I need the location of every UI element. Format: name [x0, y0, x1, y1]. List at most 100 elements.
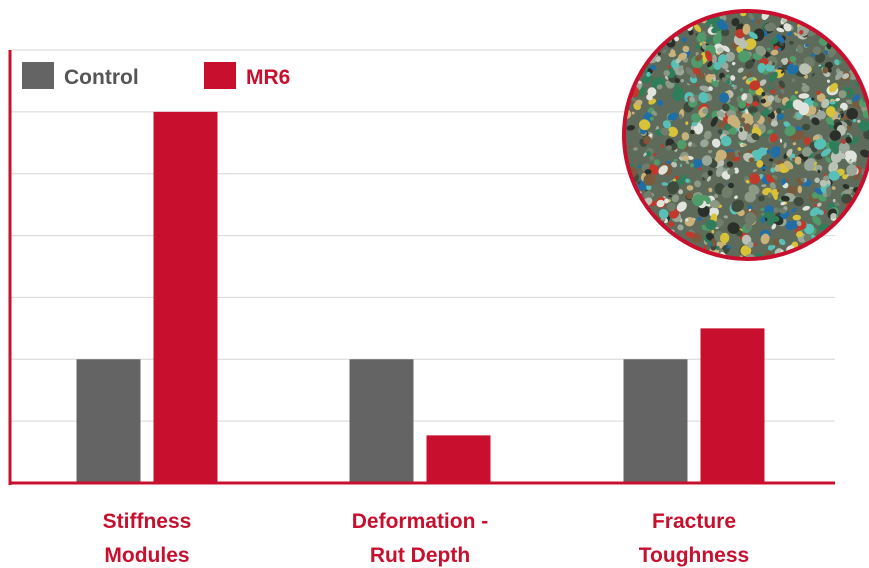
granule — [711, 79, 719, 88]
granule — [789, 55, 797, 63]
granule — [778, 238, 786, 246]
granule — [814, 177, 820, 183]
granule — [760, 233, 770, 245]
granule — [814, 153, 824, 160]
granule — [678, 189, 684, 195]
granule — [777, 47, 782, 52]
granule — [745, 179, 750, 184]
granule — [767, 192, 772, 199]
granule — [758, 195, 765, 202]
granule — [752, 169, 757, 172]
granule — [803, 137, 812, 146]
granule — [829, 130, 841, 141]
granule — [761, 184, 767, 188]
granule — [771, 216, 780, 222]
granule — [711, 27, 718, 34]
granule — [776, 27, 785, 33]
granule — [665, 160, 672, 164]
granule — [757, 63, 766, 71]
granule — [780, 70, 784, 74]
granule — [794, 91, 799, 94]
granule — [834, 201, 840, 207]
granule — [860, 149, 869, 158]
granule — [716, 245, 720, 251]
granule — [846, 164, 858, 176]
granule — [656, 199, 665, 208]
granule — [697, 72, 706, 80]
granule — [712, 76, 716, 82]
granule — [814, 52, 826, 63]
granule — [707, 149, 713, 154]
granule — [816, 110, 827, 120]
bar-mr6-deformation-rut-depth — [426, 435, 491, 483]
granule — [720, 135, 732, 147]
granule — [756, 160, 764, 168]
granule — [761, 213, 765, 216]
granule — [847, 90, 851, 95]
granule — [685, 231, 696, 238]
granule — [631, 111, 635, 115]
gridlines — [10, 49, 835, 422]
granule — [771, 244, 776, 249]
granule — [759, 79, 767, 87]
granule — [698, 167, 702, 170]
granule — [752, 111, 761, 123]
granule — [765, 63, 775, 72]
granule — [799, 63, 811, 75]
granule — [685, 178, 690, 183]
granule — [667, 112, 679, 121]
granule — [793, 129, 805, 140]
granule — [814, 138, 827, 150]
granule — [677, 52, 688, 61]
granule — [668, 221, 675, 228]
granule — [795, 126, 803, 131]
granule — [766, 129, 774, 134]
granule — [708, 207, 719, 218]
granule — [839, 110, 844, 113]
granule — [696, 84, 699, 87]
granule — [717, 120, 725, 128]
granule — [828, 170, 840, 181]
granule — [663, 70, 670, 77]
granule — [721, 103, 730, 112]
granule — [635, 99, 643, 106]
granule — [748, 77, 754, 82]
granule — [678, 113, 683, 119]
granule — [731, 61, 736, 66]
granule — [818, 64, 822, 67]
granule — [646, 71, 651, 77]
granule — [763, 211, 775, 218]
granule — [776, 108, 782, 114]
granule — [802, 123, 811, 131]
granule — [715, 166, 724, 177]
granule — [780, 58, 789, 64]
granule — [828, 82, 838, 93]
granule — [716, 47, 724, 53]
granule — [793, 196, 804, 207]
granule — [811, 191, 819, 199]
granule — [717, 129, 723, 135]
granule — [762, 133, 767, 138]
granule — [771, 223, 777, 230]
granule — [842, 73, 850, 80]
granule — [674, 36, 679, 42]
granule — [649, 116, 654, 121]
granule — [820, 148, 832, 157]
granule — [643, 135, 651, 143]
granule — [691, 121, 698, 127]
granule — [738, 39, 748, 49]
granule — [819, 179, 828, 187]
granule — [741, 143, 747, 147]
granule — [716, 110, 726, 118]
granule — [682, 155, 690, 162]
granule — [776, 112, 784, 121]
granule — [744, 59, 754, 70]
granule — [768, 86, 772, 91]
granule — [701, 42, 707, 50]
granule — [811, 117, 820, 126]
granule — [780, 195, 790, 202]
granule — [814, 161, 818, 166]
granule — [626, 125, 636, 131]
granule — [827, 68, 832, 73]
granule — [712, 33, 722, 45]
